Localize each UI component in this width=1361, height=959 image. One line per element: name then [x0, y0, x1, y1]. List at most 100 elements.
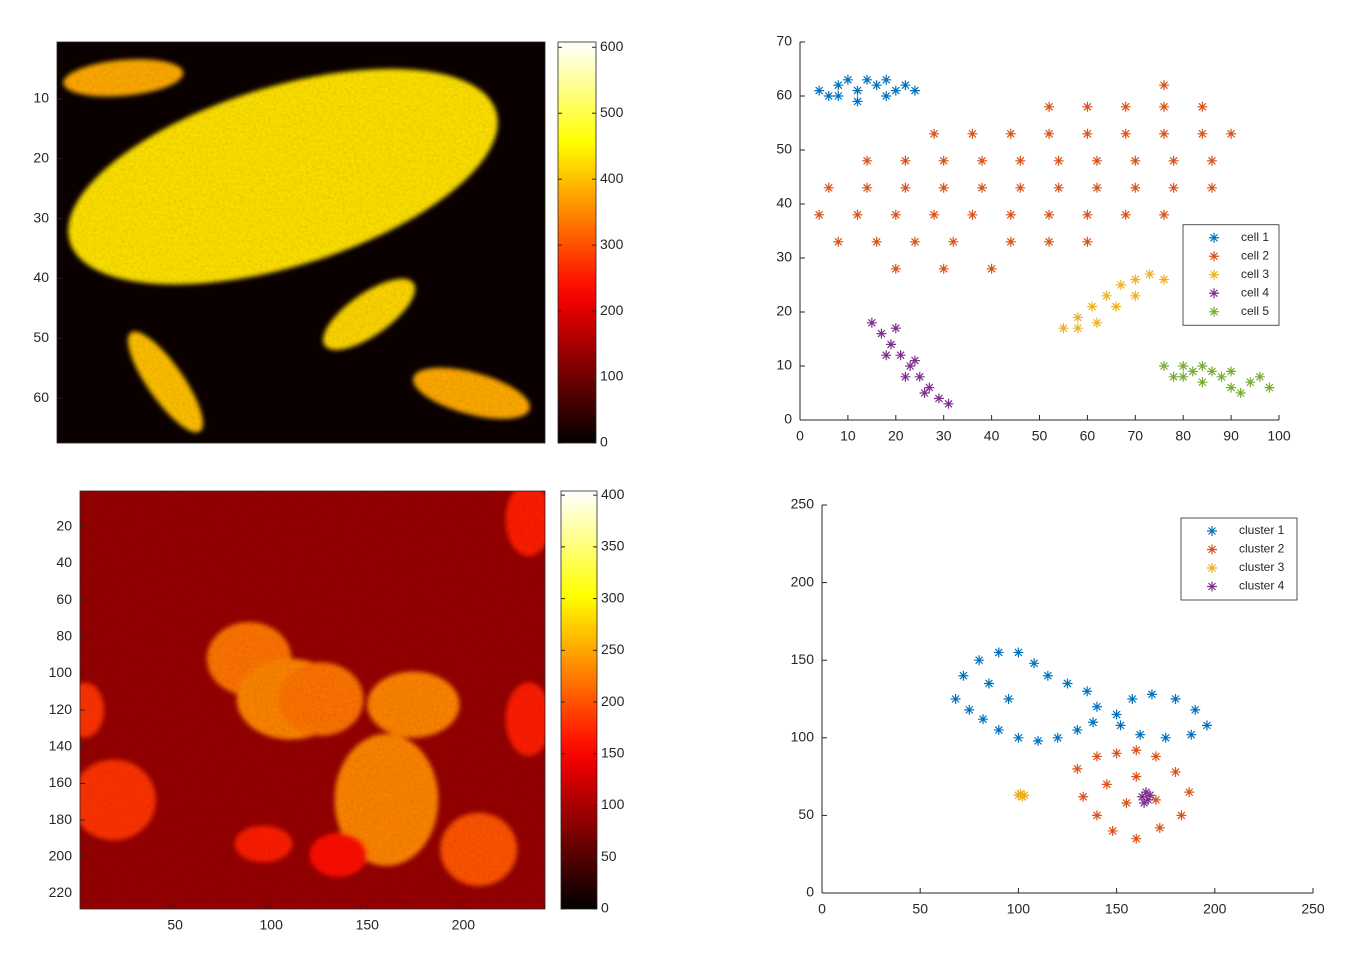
marker: [1044, 236, 1055, 247]
x-tick-label: 50: [912, 901, 928, 917]
marker: [929, 128, 940, 139]
legend: cell 1 cell 2 cell 3 cell 4 cell 5: [1182, 224, 1280, 326]
marker: [1091, 317, 1102, 328]
marker: [1170, 766, 1181, 777]
x-tick-label: 20: [888, 428, 904, 444]
marker: [1082, 209, 1093, 220]
marker: [900, 155, 911, 166]
marker: [950, 694, 961, 704]
legend-box: [1180, 517, 1298, 601]
legend-marker: [1209, 306, 1219, 317]
colorbar-tick-label: 50: [601, 848, 617, 864]
marker: [1091, 810, 1102, 821]
legend-label: cell 5: [1241, 304, 1269, 318]
marker: [1264, 382, 1275, 393]
marker: [1197, 361, 1208, 371]
y-tick-label: 150: [791, 651, 815, 667]
y-tick-label: 140: [49, 737, 73, 753]
marker: [833, 236, 844, 247]
marker: [1082, 101, 1093, 112]
y-tick-label: 20: [33, 149, 49, 165]
marker: [1178, 371, 1189, 382]
marker: [948, 236, 959, 247]
x-tick-label: 100: [1007, 901, 1031, 917]
colorbar-tick-label: 0: [601, 900, 609, 916]
marker: [1130, 182, 1141, 193]
speckle: [57, 42, 545, 443]
marker: [1168, 182, 1179, 193]
marker: [1197, 128, 1208, 139]
marker: [993, 647, 1004, 658]
y-tick-label: 30: [33, 209, 49, 225]
marker: [1206, 182, 1217, 193]
y-tick-label: 60: [56, 591, 72, 607]
y-tick-label: 50: [776, 141, 792, 157]
marker: [814, 209, 825, 220]
marker: [909, 236, 920, 247]
colorbar-tick-label: 250: [601, 641, 625, 657]
marker: [1144, 269, 1155, 280]
marker: [1058, 323, 1069, 334]
marker: [1178, 361, 1189, 371]
marker: [1235, 388, 1246, 398]
marker: [929, 209, 940, 220]
marker: [1091, 701, 1102, 712]
marker: [1131, 771, 1142, 782]
marker: [1044, 128, 1055, 139]
marker: [1226, 366, 1237, 377]
marker: [1072, 763, 1083, 774]
marker: [1111, 301, 1122, 312]
marker: [852, 96, 863, 107]
legend-label: cell 2: [1241, 248, 1269, 262]
marker: [1130, 155, 1141, 166]
colorbar-tick-label: 400: [601, 486, 625, 502]
image: [80, 491, 545, 909]
marker: [967, 209, 978, 220]
marker: [1131, 833, 1142, 844]
marker: [1159, 209, 1170, 220]
colorbar-tick-label: 200: [600, 302, 624, 318]
marker: [1170, 694, 1181, 704]
marker: [833, 80, 844, 91]
x-tick-label: 70: [1128, 428, 1144, 444]
legend: cluster 1 cluster 2 cluster 3 cluster 4: [1180, 517, 1298, 601]
marker: [978, 714, 989, 725]
axes-box: [79, 490, 546, 910]
y-tick-label: 220: [49, 884, 73, 900]
marker: [1206, 366, 1217, 377]
y-tick-label: 20: [776, 303, 792, 319]
marker: [1115, 720, 1126, 731]
legend-marker: [1207, 526, 1217, 536]
marker: [1143, 794, 1154, 805]
marker: [881, 91, 892, 101]
y-tick-label: 30: [776, 249, 792, 265]
marker: [1150, 794, 1161, 805]
marker: [1141, 787, 1152, 798]
legend-marker: [1207, 563, 1217, 573]
marker: [890, 323, 901, 334]
y-tick-label: 0: [784, 411, 792, 427]
marker: [905, 361, 916, 371]
y-tick-label: 200: [49, 847, 73, 863]
marker: [1053, 182, 1064, 193]
marker: [1159, 80, 1170, 91]
y-tick-label: 10: [33, 90, 49, 106]
marker: [1053, 155, 1064, 166]
marker: [1130, 290, 1141, 301]
marker: [1201, 720, 1212, 731]
legend-box: [1182, 224, 1280, 326]
marker: [1101, 779, 1112, 790]
y-tick-label: 70: [776, 33, 792, 49]
y-tick-label: 120: [49, 701, 73, 717]
legend-marker: [1209, 251, 1219, 262]
marker: [871, 236, 882, 247]
marker: [1135, 729, 1146, 740]
marker: [862, 182, 873, 193]
colorbar-tick-label: 200: [601, 693, 625, 709]
marker: [1130, 274, 1141, 285]
marker: [1029, 658, 1040, 669]
y-tick-label: 60: [776, 87, 792, 103]
y-tick-label: 40: [56, 554, 72, 570]
marker: [814, 85, 825, 96]
